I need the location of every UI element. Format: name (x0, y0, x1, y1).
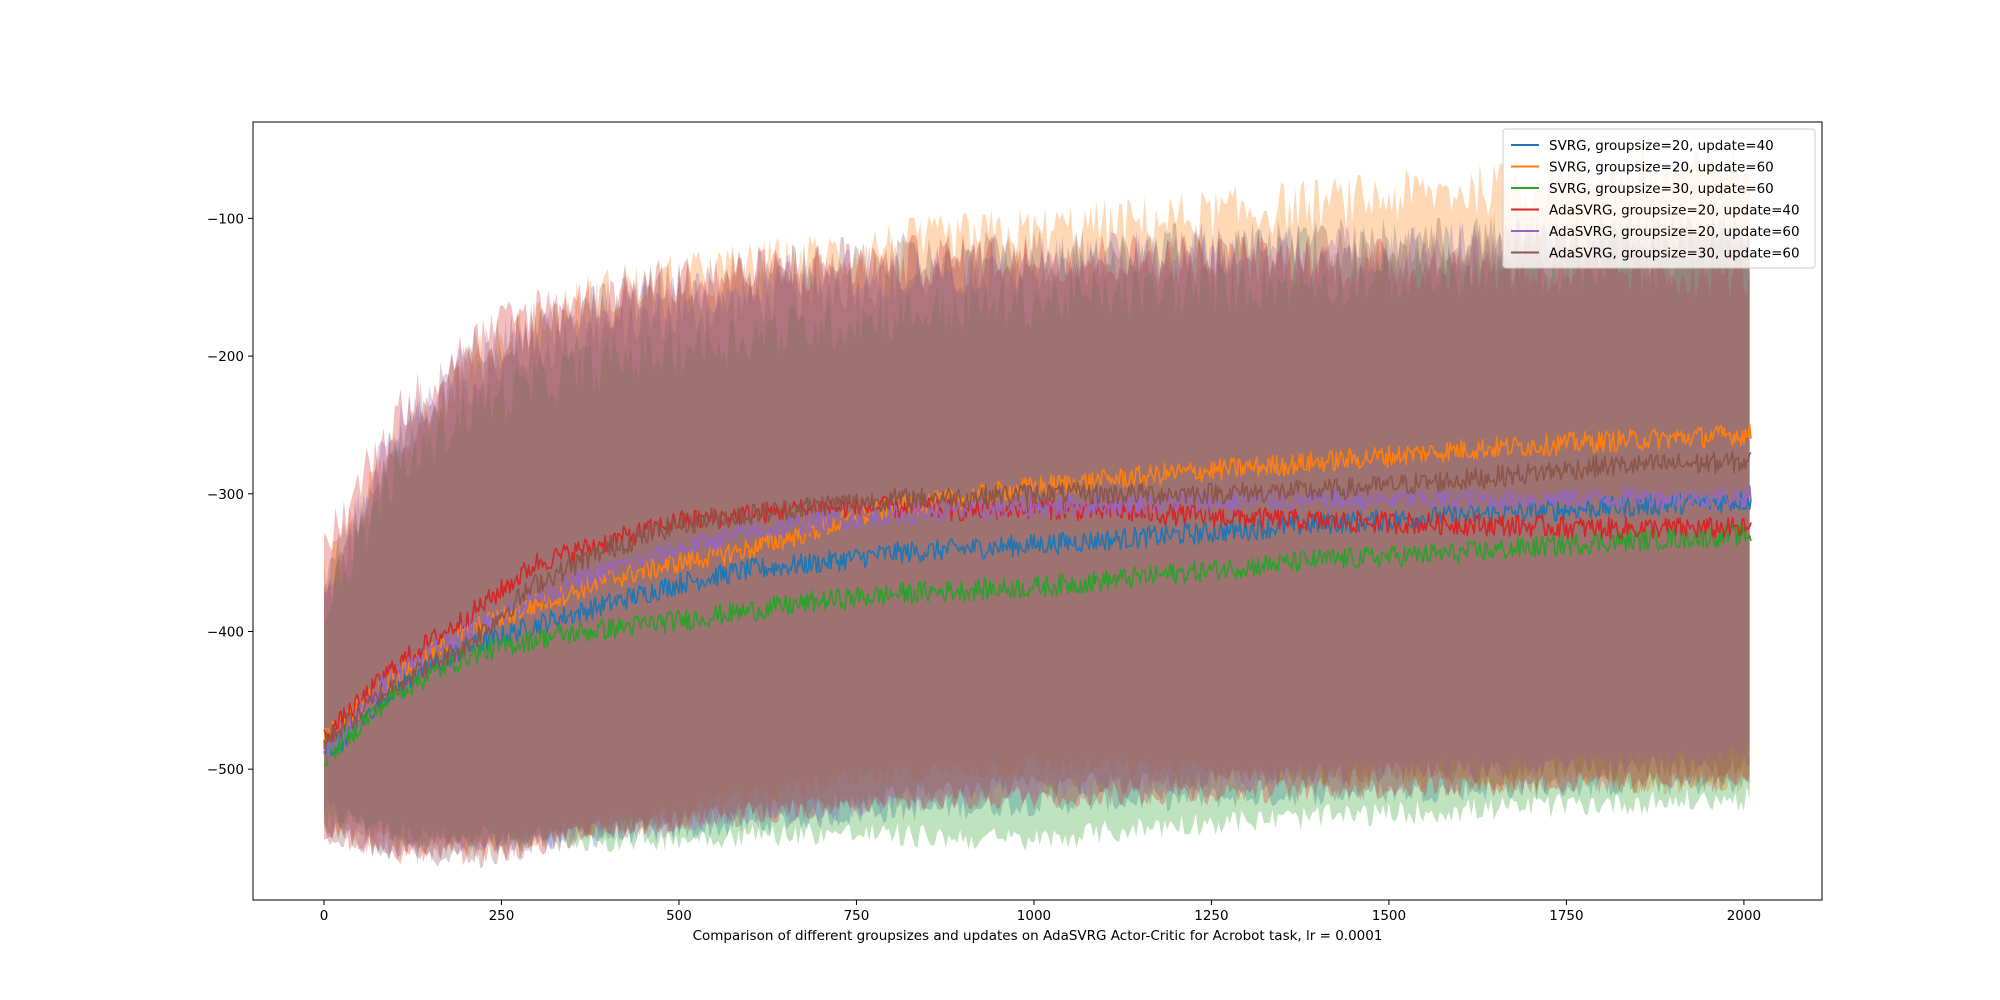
x-tick-label: 500 (666, 908, 692, 924)
x-tick-label: 1000 (1017, 908, 1051, 924)
x-axis-label: Comparison of different groupsizes and u… (693, 928, 1383, 944)
y-tick-label: −200 (207, 349, 244, 365)
line-adasvrg-groupsize-20-update-60 (323, 484, 1752, 760)
x-tick-label: 2000 (1727, 908, 1761, 924)
y-axis-ticks: −100 −200 −300 −400 −500 (207, 211, 253, 778)
band-adasvrg-groupsize-20-update-60 (324, 218, 1750, 862)
legend-label: SVRG, groupsize=30, update=60 (1549, 181, 1774, 197)
legend-label: SVRG, groupsize=20, update=60 (1549, 160, 1774, 176)
band-svrg-groupsize-20-update-40 (324, 211, 1750, 856)
x-axis-ticks: 0 250 500 750 1000 1250 1500 1750 2000 (320, 900, 1761, 924)
x-tick-label: 750 (844, 908, 870, 924)
band-adasvrg-groupsize-20-update-40 (324, 233, 1750, 866)
x-tick-label: 0 (320, 908, 329, 924)
x-tick-label: 1500 (1372, 908, 1406, 924)
legend-label: AdaSVRG, groupsize=20, update=60 (1549, 224, 1800, 240)
x-tick-label: 1750 (1549, 908, 1583, 924)
y-tick-label: −500 (207, 762, 244, 778)
legend-label: AdaSVRG, groupsize=20, update=40 (1549, 203, 1800, 219)
confidence-bands (324, 147, 1750, 869)
band-adasvrg-groupsize-30-update-60 (324, 210, 1750, 869)
series-lines (323, 423, 1752, 767)
line-svrg-groupsize-20-update-40 (323, 491, 1752, 757)
legend-box (1502, 128, 1816, 269)
legend: SVRG, groupsize=20, update=40 SVRG, group… (1502, 128, 1816, 269)
y-tick-label: −400 (207, 624, 244, 640)
axes-frame (252, 121, 1823, 901)
legend-label: AdaSVRG, groupsize=30, update=60 (1549, 246, 1800, 262)
legend-label: SVRG, groupsize=20, update=40 (1549, 138, 1774, 154)
line-svrg-groupsize-30-update-60 (323, 523, 1752, 767)
x-tick-label: 250 (489, 908, 515, 924)
y-tick-label: −100 (207, 211, 244, 227)
x-tick-label: 1250 (1194, 908, 1228, 924)
line-adasvrg-groupsize-30-update-60 (323, 450, 1752, 750)
y-tick-label: −300 (207, 487, 244, 503)
